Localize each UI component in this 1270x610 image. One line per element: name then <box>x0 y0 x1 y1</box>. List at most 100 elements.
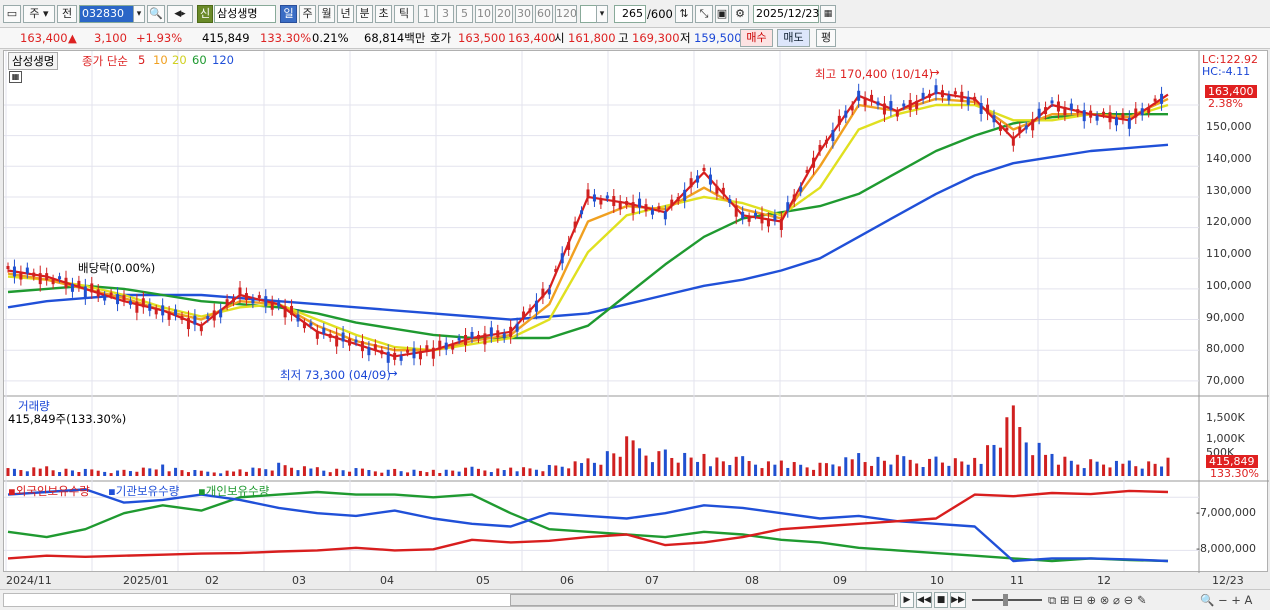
volume-bar <box>734 456 738 476</box>
interval-60[interactable]: 60 <box>535 5 553 23</box>
volume-bar <box>650 462 654 476</box>
tab-yearly[interactable]: 년 <box>337 5 354 23</box>
volume-bar <box>270 470 274 476</box>
interval-20[interactable]: 20 <box>495 5 513 23</box>
candle-body <box>238 287 242 297</box>
candle-body <box>741 211 745 219</box>
candle-body <box>1050 100 1054 104</box>
candle-body <box>522 311 526 318</box>
candle-body <box>734 205 738 217</box>
interval-5[interactable]: 5 <box>456 5 473 23</box>
volume-value: 415,849 <box>202 31 250 45</box>
volume-bar <box>625 436 629 476</box>
volume-bar <box>457 471 461 476</box>
x-label: 2024/11 <box>6 574 52 587</box>
candle-body <box>567 241 571 250</box>
volume-bar <box>534 469 538 476</box>
tab-tick[interactable]: 틱 <box>394 5 414 23</box>
sell-button[interactable]: 매도 <box>777 29 810 47</box>
stock-name-field[interactable]: 삼성생명 <box>214 5 276 23</box>
tab-weekly[interactable]: 주 <box>299 5 316 23</box>
candle-body <box>219 309 223 318</box>
eval-button[interactable]: 평 <box>816 29 836 47</box>
market-type-select[interactable]: 주 ▾ <box>23 5 55 23</box>
candle-body <box>573 221 577 228</box>
date-input[interactable]: 2025/12/23 <box>753 5 819 23</box>
candle-body <box>341 332 345 342</box>
candle-body <box>83 286 87 298</box>
zoom-controls-icon[interactable]: 🔍 − + A <box>1200 593 1253 607</box>
volume-bar <box>599 464 603 476</box>
volume-bar <box>58 472 62 476</box>
candle-body <box>786 202 790 212</box>
gear-icon[interactable]: ⚙ <box>731 5 749 23</box>
max-arrow-icon: → <box>930 65 940 79</box>
buy-button[interactable]: 매수 <box>740 29 773 47</box>
candle-body <box>251 298 255 304</box>
volume-bar <box>257 468 261 476</box>
chart-tools-icon[interactable]: ⧉ ⊞ ⊟ ⊕ ⊗ ⌀ ⊖ ✎ <box>1048 593 1147 607</box>
interval-3[interactable]: 3 <box>437 5 454 23</box>
stop-icon[interactable]: ■ <box>934 592 948 608</box>
candle-body <box>128 300 132 305</box>
volume-bar <box>109 473 113 476</box>
volume-bar <box>973 457 977 476</box>
count-input[interactable]: 265 <box>614 5 646 23</box>
volume-bar <box>290 467 294 476</box>
tab-monthly[interactable]: 월 <box>318 5 335 23</box>
tab-second[interactable]: 초 <box>375 5 392 23</box>
volume-bar <box>824 463 828 476</box>
interval-1[interactable]: 1 <box>418 5 435 23</box>
scroll-right-icon[interactable]: ▶ <box>900 592 914 608</box>
window-icon[interactable]: ▭ <box>3 5 21 23</box>
volume-bar <box>1063 456 1067 476</box>
candle-body <box>986 104 990 114</box>
candle-body <box>1069 103 1073 110</box>
candle-body <box>844 110 848 118</box>
volume-bar <box>953 458 957 476</box>
candle-body <box>476 334 480 339</box>
grid-icon[interactable]: ▦ <box>9 71 22 83</box>
price-tick: 70,000 <box>1206 374 1245 387</box>
volume-tick: 1,000K <box>1206 432 1245 445</box>
candle-body <box>915 100 919 109</box>
volume-bar <box>161 464 165 476</box>
volume-bar <box>908 459 912 476</box>
candle-body <box>754 212 758 216</box>
search-icon[interactable]: 🔍 <box>147 5 165 23</box>
x-label: 11 <box>1010 574 1024 587</box>
candle-body <box>70 283 74 292</box>
candle-body <box>1031 119 1035 131</box>
interval-10[interactable]: 10 <box>475 5 493 23</box>
zoom-slider-handle[interactable] <box>1003 594 1008 606</box>
candle-body <box>928 93 932 98</box>
stock-code-input[interactable]: 032830 <box>79 5 137 23</box>
zoom-icon[interactable]: ⤡ <box>695 5 713 23</box>
fast-forward-icon[interactable]: ▶▶ <box>950 592 966 608</box>
code-dropdown-icon[interactable]: ▾ <box>133 5 145 23</box>
ma20-line <box>7 103 1169 352</box>
new-badge[interactable]: 신 <box>197 5 213 23</box>
interval-30[interactable]: 30 <box>515 5 533 23</box>
candle-body <box>1082 110 1086 122</box>
rewind-icon[interactable]: ◀◀ <box>916 592 932 608</box>
calendar-icon[interactable]: ▦ <box>820 5 836 23</box>
volume-bar <box>760 468 764 476</box>
foreign-holdings-legend: ▪외국인보유수량 <box>8 484 90 498</box>
candle-body <box>257 295 261 299</box>
volume-bar <box>541 471 545 476</box>
save-icon[interactable]: ▣ <box>715 5 729 23</box>
chart-settings-icon[interactable]: ⇅ <box>675 5 693 23</box>
candle-body <box>689 178 693 188</box>
volume-bar <box>6 468 10 476</box>
ma-legend-label: 종가 단순 <box>82 54 128 68</box>
interval-120[interactable]: 120 <box>555 5 577 23</box>
chart-area[interactable] <box>3 50 1269 573</box>
tab-minute[interactable]: 분 <box>356 5 373 23</box>
tab-daily[interactable]: 일 <box>280 5 297 23</box>
volume-bar <box>979 463 983 476</box>
period-button[interactable]: 전 <box>57 5 77 23</box>
prev-next-icon[interactable]: ◀▸ <box>167 5 193 23</box>
scroll-thumb[interactable] <box>510 594 895 606</box>
interval-dropdown-icon[interactable]: ▾ <box>596 5 608 23</box>
